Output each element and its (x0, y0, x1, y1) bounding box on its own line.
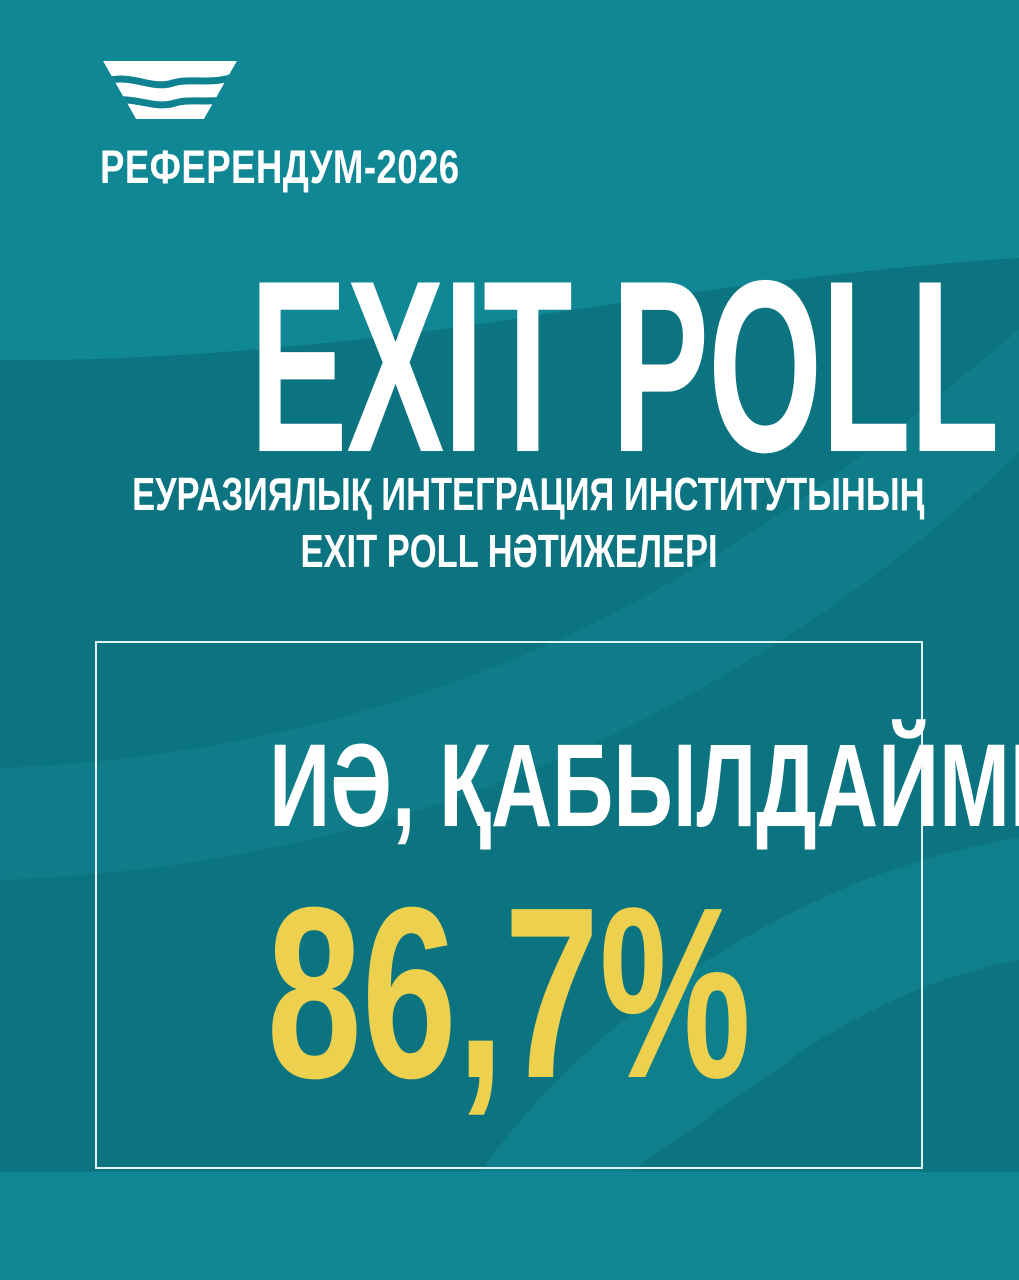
campaign-title-text: РЕФЕРЕНДУМ-2026 (100, 140, 460, 193)
subtitle: ЕУРАЗИЯЛЫҚ ИНТЕГРАЦИЯ ИНСТИТУТЫНЫҢ EXIT … (0, 466, 1019, 580)
campaign-title: РЕФЕРЕНДУМ-2026 (100, 143, 561, 190)
main-heading: EXIT POLL (0, 244, 1019, 489)
waves-logo-icon (103, 61, 237, 119)
result-answer: ИӘ, ҚАБЫЛДАЙМЫН (97, 727, 1019, 845)
subtitle-line-1: ЕУРАЗИЯЛЫҚ ИНТЕГРАЦИЯ ИНСТИТУТЫНЫҢ (132, 468, 925, 520)
result-value-text: 86,7% (266, 856, 752, 1129)
result-answer-text: ИӘ, ҚАБЫЛДАЙМЫН (269, 720, 1019, 852)
main-heading-text: EXIT POLL (249, 229, 1000, 503)
result-value: 86,7% (97, 871, 921, 1115)
result-box: ИӘ, ҚАБЫЛДАЙМЫН 86,7% (95, 641, 1019, 1169)
subtitle-line-2: EXIT POLL НӘТИЖЕЛЕРІ (300, 525, 719, 577)
